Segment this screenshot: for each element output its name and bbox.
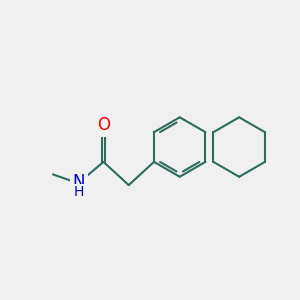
Text: N: N bbox=[73, 173, 85, 191]
Text: H: H bbox=[74, 185, 84, 199]
Text: O: O bbox=[97, 116, 110, 134]
